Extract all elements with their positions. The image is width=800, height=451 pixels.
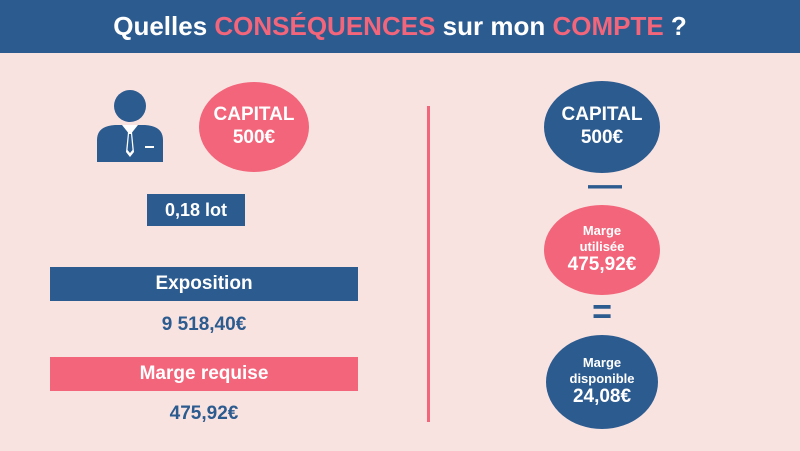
exposition-value: 9 518,40€: [161, 314, 247, 335]
marge-requise-value: 475,92€: [169, 403, 239, 424]
marge-disponible-circle: Marge disponible 24,08€: [546, 335, 658, 429]
page-title: Quelles CONSÉQUENCES sur mon COMPTE ?: [0, 0, 800, 53]
marge-disponible-value: 24,08€: [572, 386, 632, 408]
vertical-divider: [427, 106, 430, 422]
title-part-2: sur mon: [435, 11, 553, 41]
title-part-1: Quelles: [113, 11, 215, 41]
marge-disponible-label-1: Marge: [582, 355, 622, 370]
marge-requise-bar: Marge requise: [50, 357, 358, 391]
capital-value: 500€: [232, 127, 276, 148]
capital-label: CAPITAL: [561, 104, 643, 126]
marge-disponible-label-2: disponible: [569, 370, 635, 386]
capital-circle-left: CAPITAL 500€: [199, 82, 309, 172]
equals-sign: =: [592, 293, 612, 331]
marge-utilisee-label-1: Marge: [582, 223, 622, 238]
minus-sign: —: [588, 166, 622, 204]
marge-utilisee-value: 475,92€: [567, 254, 637, 276]
marge-utilisee-label-2: utilisée: [579, 238, 625, 254]
title-accent-consequences: CONSÉQUENCES: [214, 11, 436, 41]
lot-size-badge: 0,18 lot: [147, 194, 245, 226]
title-part-3: ?: [663, 11, 687, 41]
capital-circle-right: CAPITAL 500€: [544, 81, 660, 173]
exposition-bar: Exposition: [50, 267, 358, 301]
capital-value: 500€: [580, 127, 624, 148]
capital-label: CAPITAL: [213, 104, 295, 126]
title-accent-compte: COMPTE: [552, 11, 664, 41]
marge-utilisee-circle: Marge utilisée 475,92€: [544, 205, 660, 295]
businessman-icon: [93, 88, 168, 162]
